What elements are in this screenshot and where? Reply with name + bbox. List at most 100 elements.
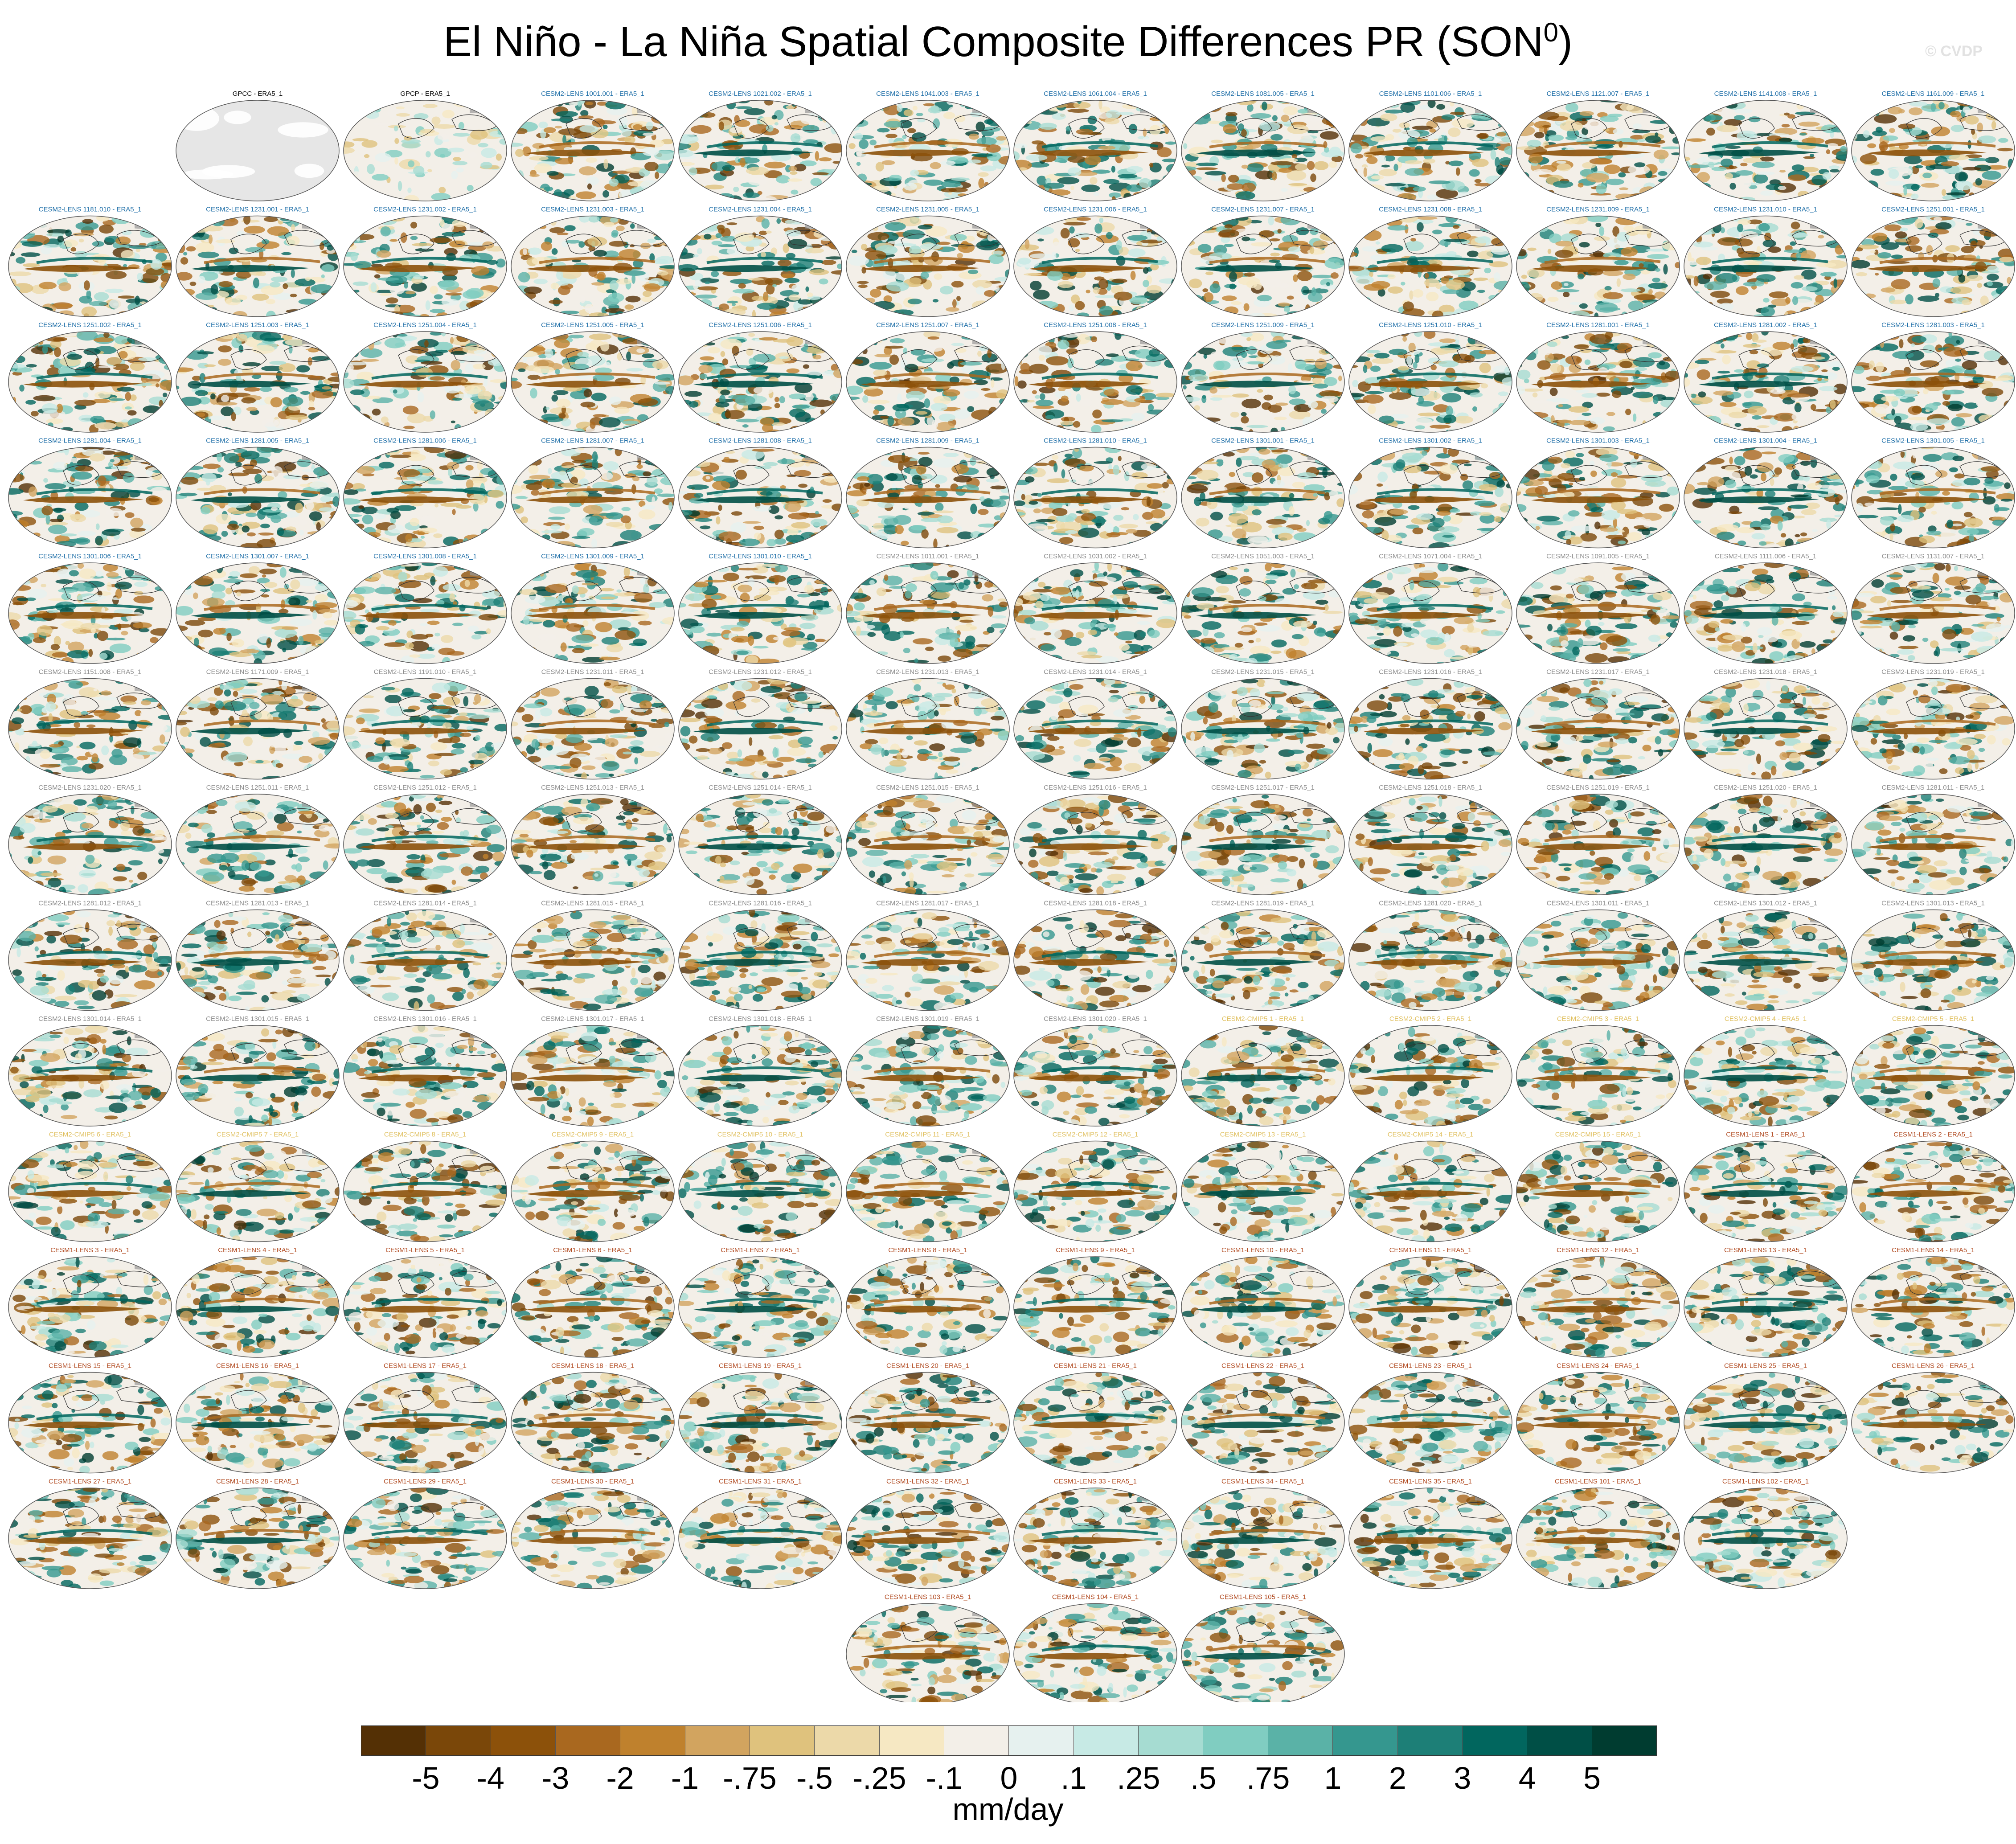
map-panel: CESM1-LENS 29 - ERA5_1 [343,1478,507,1589]
panel-title: CESM2-LENS 1231.019 - ERA5_1 [1881,668,1985,676]
map-field [1684,563,1847,664]
panel-title: CESM2-LENS 1281.001 - ERA5_1 [1546,321,1650,329]
map-panel: CESM2-LENS 1281.019 - ERA5_1 [1181,900,1345,1011]
map-panel: CESM2-LENS 1191.010 - ERA5_1 [343,668,507,780]
map-field [1349,1141,1512,1242]
panel-title: CESM2-LENS 1251.006 - ERA5_1 [709,321,812,329]
map-panel: CESM2-LENS 1111.006 - ERA5_1 [1684,553,1848,664]
panel-title: CESM2-LENS 1281.012 - ERA5_1 [38,900,142,907]
panel-title: CESM2-LENS 1231.016 - ERA5_1 [1379,668,1482,676]
map-field [511,216,674,317]
map-panel: CESM2-LENS 1281.003 - ERA5_1 [1851,321,2015,433]
panel-title: CESM2-LENS 1301.006 - ERA5_1 [38,553,142,560]
map-panel: CESM2-CMIP5 13 - ERA5_1 [1181,1131,1345,1242]
map-panel: CESM2-LENS 1231.002 - ERA5_1 [343,206,507,317]
map-panel: CESM2-LENS 1301.018 - ERA5_1 [678,1015,842,1127]
map-field [1181,1603,1344,1702]
panel-title: CESM2-LENS 1281.015 - ERA5_1 [541,900,644,907]
map-field [1684,1257,1847,1357]
map-panel: CESM2-LENS 1251.015 - ERA5_1 [846,784,1010,895]
colorbar-box [1462,1726,1528,1755]
panel-title: CESM2-LENS 1141.008 - ERA5_1 [1714,90,1817,98]
map-field [846,332,1009,432]
map-field [846,1488,1009,1589]
panel-title: CESM2-LENS 1041.003 - ERA5_1 [876,90,979,98]
map-panel: CESM1-LENS 30 - ERA5_1 [511,1478,675,1589]
map-panel: CESM2-LENS 1281.010 - ERA5_1 [1013,437,1177,549]
map-field [1852,100,2015,201]
map-field [344,100,507,201]
map-panel: CESM2-LENS 1231.012 - ERA5_1 [678,668,842,780]
map-field [511,332,674,432]
panel-title: CESM2-CMIP5 13 - ERA5_1 [1220,1131,1306,1139]
colorbar-box [1074,1726,1139,1755]
map-field [511,1257,674,1357]
map-panel: CESM2-LENS 1151.008 - ERA5_1 [8,668,172,780]
panel-title: CESM2-LENS 1251.003 - ERA5_1 [206,321,309,329]
map-field [1014,678,1177,779]
map-panel: CESM2-LENS 1301.013 - ERA5_1 [1851,900,2015,1011]
map-panel: CESM1-LENS 103 - ERA5_1 [846,1594,1010,1702]
map-field [1349,1257,1512,1357]
map-panel: CESM1-LENS 34 - ERA5_1 [1181,1478,1345,1589]
colorbar-tick-label: .75 [1246,1760,1290,1796]
map-field [679,1257,842,1357]
map-field [679,100,842,201]
map-panel: CESM1-LENS 21 - ERA5_1 [1013,1362,1177,1474]
map-field [511,1372,674,1473]
panel-title: CESM1-LENS 16 - ERA5_1 [216,1362,299,1370]
panel-title: CESM2-LENS 1251.016 - ERA5_1 [1044,784,1147,791]
colorbar-tick-label: .1 [1061,1760,1086,1796]
panel-title: CESM1-LENS 17 - ERA5_1 [384,1362,467,1370]
panel-title: CESM1-LENS 24 - ERA5_1 [1557,1362,1639,1370]
map-field [1014,794,1177,895]
map-field [1349,794,1512,895]
map-field [511,1141,674,1242]
panel-title: CESM2-LENS 1231.017 - ERA5_1 [1546,668,1650,676]
panel-title: CESM2-LENS 1301.020 - ERA5_1 [1044,1015,1147,1023]
map-field [176,447,339,548]
panel-title: CESM2-LENS 1301.018 - ERA5_1 [709,1015,812,1023]
map-field [344,1372,507,1473]
map-field [1852,563,2015,664]
map-panel: CESM2-LENS 1231.010 - ERA5_1 [1684,206,1848,317]
map-panel: CESM1-LENS 12 - ERA5_1 [1516,1246,1680,1358]
map-panel: CESM2-LENS 1301.006 - ERA5_1 [8,553,172,664]
map-panel: CESM2-LENS 1251.001 - ERA5_1 [1851,206,2015,317]
map-panel: CESM2-LENS 1231.020 - ERA5_1 [8,784,172,895]
title-superscript: 0 [1544,17,1558,47]
map-panel: CESM1-LENS 23 - ERA5_1 [1348,1362,1512,1474]
panel-title: CESM1-LENS 2 - ERA5_1 [1893,1131,1973,1139]
colorbar-tick-label: -1 [671,1760,699,1796]
map-field [1516,100,1680,201]
map-field [8,910,172,1011]
map-field [846,1257,1009,1357]
map-panel: CESM1-LENS 104 - ERA5_1 [1013,1594,1177,1702]
map-field [1684,794,1847,895]
map-panel: GPCP - ERA5_1 [343,90,507,201]
map-field [8,563,172,664]
panel-title: CESM2-LENS 1251.011 - ERA5_1 [206,784,309,791]
panel-title: CESM2-LENS 1181.010 - ERA5_1 [39,206,142,213]
map-field [1852,216,2015,317]
map-field [1684,447,1847,548]
panel-title: CESM2-LENS 1281.013 - ERA5_1 [206,900,309,907]
map-field [846,563,1009,664]
colorbar-tick-label: 2 [1389,1760,1406,1796]
map-panel: CESM2-LENS 1231.008 - ERA5_1 [1348,206,1512,317]
map-field [1349,100,1512,201]
panel-title: CESM2-CMIP5 10 - ERA5_1 [717,1131,803,1139]
colorbar-tick-label: -4 [477,1760,504,1796]
map-panel: CESM2-LENS 1251.004 - ERA5_1 [343,321,507,433]
panel-title: CESM2-LENS 1251.004 - ERA5_1 [373,321,477,329]
map-panel: CESM2-CMIP5 5 - ERA5_1 [1851,1015,2015,1127]
map-panel: CESM2-LENS 1071.004 - ERA5_1 [1348,553,1512,664]
map-panel: CESM1-LENS 17 - ERA5_1 [343,1362,507,1474]
panel-title: CESM2-LENS 1231.010 - ERA5_1 [1714,206,1817,213]
map-panel: CESM2-LENS 1281.009 - ERA5_1 [846,437,1010,549]
map-field [8,1488,172,1589]
map-field [8,678,172,779]
panel-title: CESM2-LENS 1231.003 - ERA5_1 [541,206,644,213]
map-panel: CESM2-LENS 1301.004 - ERA5_1 [1684,437,1848,549]
map-field [1684,910,1847,1011]
